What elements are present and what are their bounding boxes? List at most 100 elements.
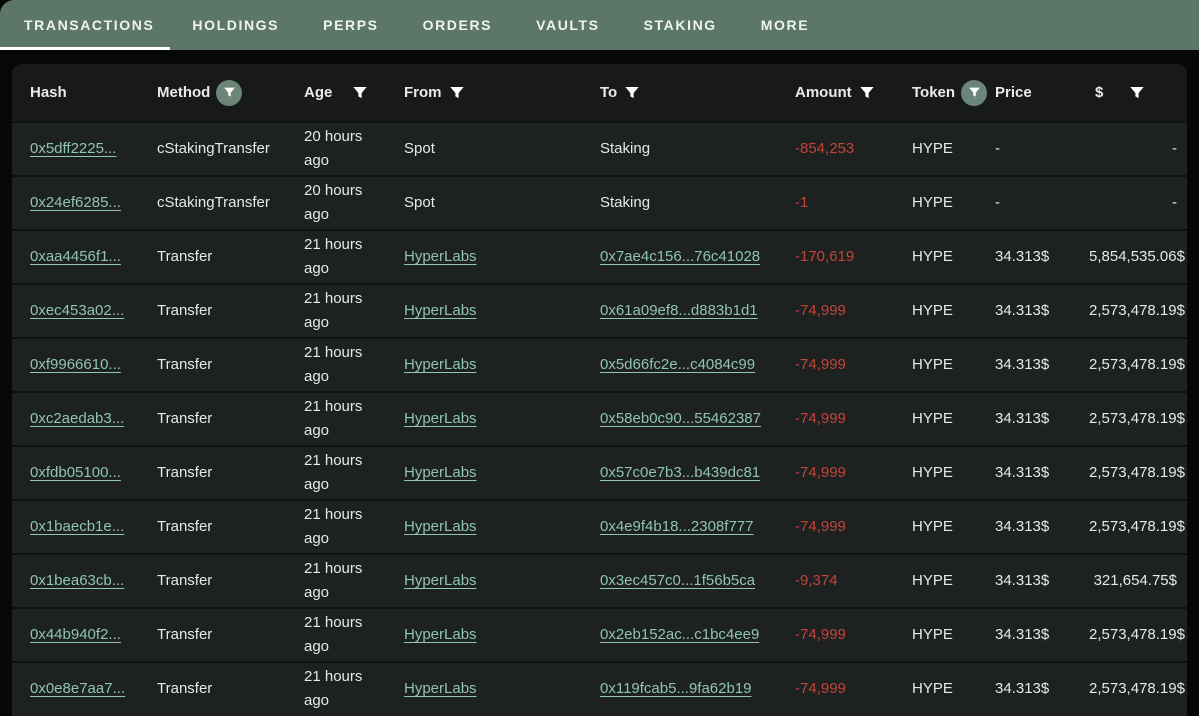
filter-icon-amount[interactable] bbox=[859, 85, 875, 101]
column-label-to: To bbox=[600, 84, 617, 101]
amount-value: -170,619 bbox=[795, 245, 854, 269]
tab-holdings[interactable]: HOLDINGS bbox=[170, 0, 301, 50]
hash-link[interactable]: 0x24ef6285... bbox=[30, 191, 121, 215]
cell-age: 21 hours ago bbox=[304, 665, 404, 713]
from-link[interactable]: HyperLabs bbox=[404, 407, 477, 431]
from-link[interactable]: HyperLabs bbox=[404, 245, 477, 269]
from-link[interactable]: HyperLabs bbox=[404, 299, 477, 323]
column-header-price: Price bbox=[995, 84, 1089, 101]
table-row: 0xf9966610...Transfer21 hours agoHyperLa… bbox=[12, 337, 1187, 391]
cell-hash: 0x1baecb1e... bbox=[30, 515, 157, 539]
cell-age: 21 hours ago bbox=[304, 395, 404, 443]
hash-link[interactable]: 0x1bea63cb... bbox=[30, 569, 124, 593]
cell-token: HYPE bbox=[912, 191, 995, 215]
cell-to: Staking bbox=[600, 137, 795, 161]
from-link[interactable]: HyperLabs bbox=[404, 515, 477, 539]
cell-price: 34.313$ bbox=[995, 623, 1089, 647]
from-link[interactable]: HyperLabs bbox=[404, 569, 477, 593]
method-label: cStakingTransfer bbox=[157, 191, 270, 215]
filter-icon-method[interactable] bbox=[216, 80, 242, 106]
to-link[interactable]: 0x57c0e7b3...b439dc81 bbox=[600, 461, 760, 485]
hash-link[interactable]: 0xfdb05100... bbox=[30, 461, 121, 485]
price-value: 34.313$ bbox=[995, 461, 1049, 485]
cell-price: 34.313$ bbox=[995, 353, 1089, 377]
filter-icon-usd[interactable] bbox=[1129, 85, 1145, 101]
usd-value: - bbox=[1172, 191, 1177, 215]
hash-link[interactable]: 0xf9966610... bbox=[30, 353, 121, 377]
hash-link[interactable]: 0xaa4456f1... bbox=[30, 245, 121, 269]
amount-value: -854,253 bbox=[795, 137, 854, 161]
usd-value: 2,573,478.19$ bbox=[1089, 677, 1185, 701]
cell-to: Staking bbox=[600, 191, 795, 215]
cell-age: 21 hours ago bbox=[304, 449, 404, 497]
method-label: Transfer bbox=[157, 623, 212, 647]
filter-icon-age[interactable] bbox=[352, 85, 368, 101]
hash-link[interactable]: 0x44b940f2... bbox=[30, 623, 121, 647]
to-link[interactable]: 0x2eb152ac...c1bc4ee9 bbox=[600, 623, 759, 647]
filter-icon-from[interactable] bbox=[449, 85, 465, 101]
cell-method: Transfer bbox=[157, 677, 304, 701]
to-link[interactable]: 0x61a09ef8...d883b1d1 bbox=[600, 299, 758, 323]
column-header-method: Method bbox=[157, 80, 304, 106]
hash-link[interactable]: 0x0e8e7aa7... bbox=[30, 677, 125, 701]
token-label: HYPE bbox=[912, 299, 953, 323]
from-link[interactable]: HyperLabs bbox=[404, 461, 477, 485]
cell-amount: -74,999 bbox=[795, 623, 912, 647]
to-link[interactable]: 0x7ae4c156...76c41028 bbox=[600, 245, 760, 269]
from-link[interactable]: HyperLabs bbox=[404, 623, 477, 647]
age-label: 21 hours ago bbox=[304, 341, 378, 389]
method-label: Transfer bbox=[157, 461, 212, 485]
to-link[interactable]: 0x5d66fc2e...c4084c99 bbox=[600, 353, 755, 377]
to-link[interactable]: 0x119fcab5...9fa62b19 bbox=[600, 677, 752, 701]
age-label: 21 hours ago bbox=[304, 395, 378, 443]
cell-to: 0x2eb152ac...c1bc4ee9 bbox=[600, 623, 795, 647]
to-link[interactable]: 0x3ec457c0...1f56b5ca bbox=[600, 569, 755, 593]
cell-from: HyperLabs bbox=[404, 677, 600, 701]
to-link[interactable]: 0x4e9f4b18...2308f777 bbox=[600, 515, 753, 539]
tab-staking[interactable]: STAKING bbox=[622, 0, 739, 50]
usd-value: 2,573,478.19$ bbox=[1089, 461, 1185, 485]
cell-to: 0x4e9f4b18...2308f777 bbox=[600, 515, 795, 539]
hash-link[interactable]: 0x1baecb1e... bbox=[30, 515, 124, 539]
age-label: 20 hours ago bbox=[304, 179, 378, 227]
to-link[interactable]: 0x58eb0c90...55462387 bbox=[600, 407, 761, 431]
filter-icon-to[interactable] bbox=[624, 85, 640, 101]
tab-orders[interactable]: ORDERS bbox=[401, 0, 515, 50]
cell-to: 0x3ec457c0...1f56b5ca bbox=[600, 569, 795, 593]
cell-from: HyperLabs bbox=[404, 515, 600, 539]
usd-value: 2,573,478.19$ bbox=[1089, 299, 1185, 323]
tab-perps[interactable]: PERPS bbox=[301, 0, 400, 50]
age-label: 21 hours ago bbox=[304, 233, 378, 281]
tab-more[interactable]: MORE bbox=[739, 0, 831, 50]
tab-transactions[interactable]: TRANSACTIONS bbox=[0, 0, 170, 50]
cell-hash: 0xf9966610... bbox=[30, 353, 157, 377]
cell-method: Transfer bbox=[157, 515, 304, 539]
tab-vaults[interactable]: VAULTS bbox=[514, 0, 622, 50]
hash-link[interactable]: 0xc2aedab3... bbox=[30, 407, 124, 431]
price-value: 34.313$ bbox=[995, 407, 1049, 431]
cell-hash: 0xaa4456f1... bbox=[30, 245, 157, 269]
from-link[interactable]: HyperLabs bbox=[404, 353, 477, 377]
cell-amount: -74,999 bbox=[795, 461, 912, 485]
cell-method: cStakingTransfer bbox=[157, 137, 304, 161]
column-header-to: To bbox=[600, 84, 795, 101]
amount-value: -74,999 bbox=[795, 515, 846, 539]
hash-link[interactable]: 0x5dff2225... bbox=[30, 137, 116, 161]
from-label: Spot bbox=[404, 191, 435, 215]
cell-price: 34.313$ bbox=[995, 407, 1089, 431]
method-label: Transfer bbox=[157, 407, 212, 431]
filter-icon-token[interactable] bbox=[961, 80, 987, 106]
table-header-row: HashMethodAgeFromToAmountTokenPrice$ bbox=[12, 64, 1187, 121]
usd-value: 2,573,478.19$ bbox=[1089, 623, 1185, 647]
cell-age: 21 hours ago bbox=[304, 557, 404, 605]
cell-usd: 2,573,478.19$ bbox=[1089, 461, 1187, 485]
cell-token: HYPE bbox=[912, 299, 995, 323]
table-row: 0x1bea63cb... Transfer21 hours agoHyperLa… bbox=[12, 553, 1187, 607]
column-header-from: From bbox=[404, 84, 600, 101]
from-link[interactable]: HyperLabs bbox=[404, 677, 477, 701]
table-row: 0xec453a02...Transfer21 hours agoHyperLa… bbox=[12, 283, 1187, 337]
hash-link[interactable]: 0xec453a02... bbox=[30, 299, 124, 323]
table-row: 0xaa4456f1...Transfer21 hours agoHyperLa… bbox=[12, 229, 1187, 283]
token-label: HYPE bbox=[912, 623, 953, 647]
cell-method: Transfer bbox=[157, 569, 304, 593]
